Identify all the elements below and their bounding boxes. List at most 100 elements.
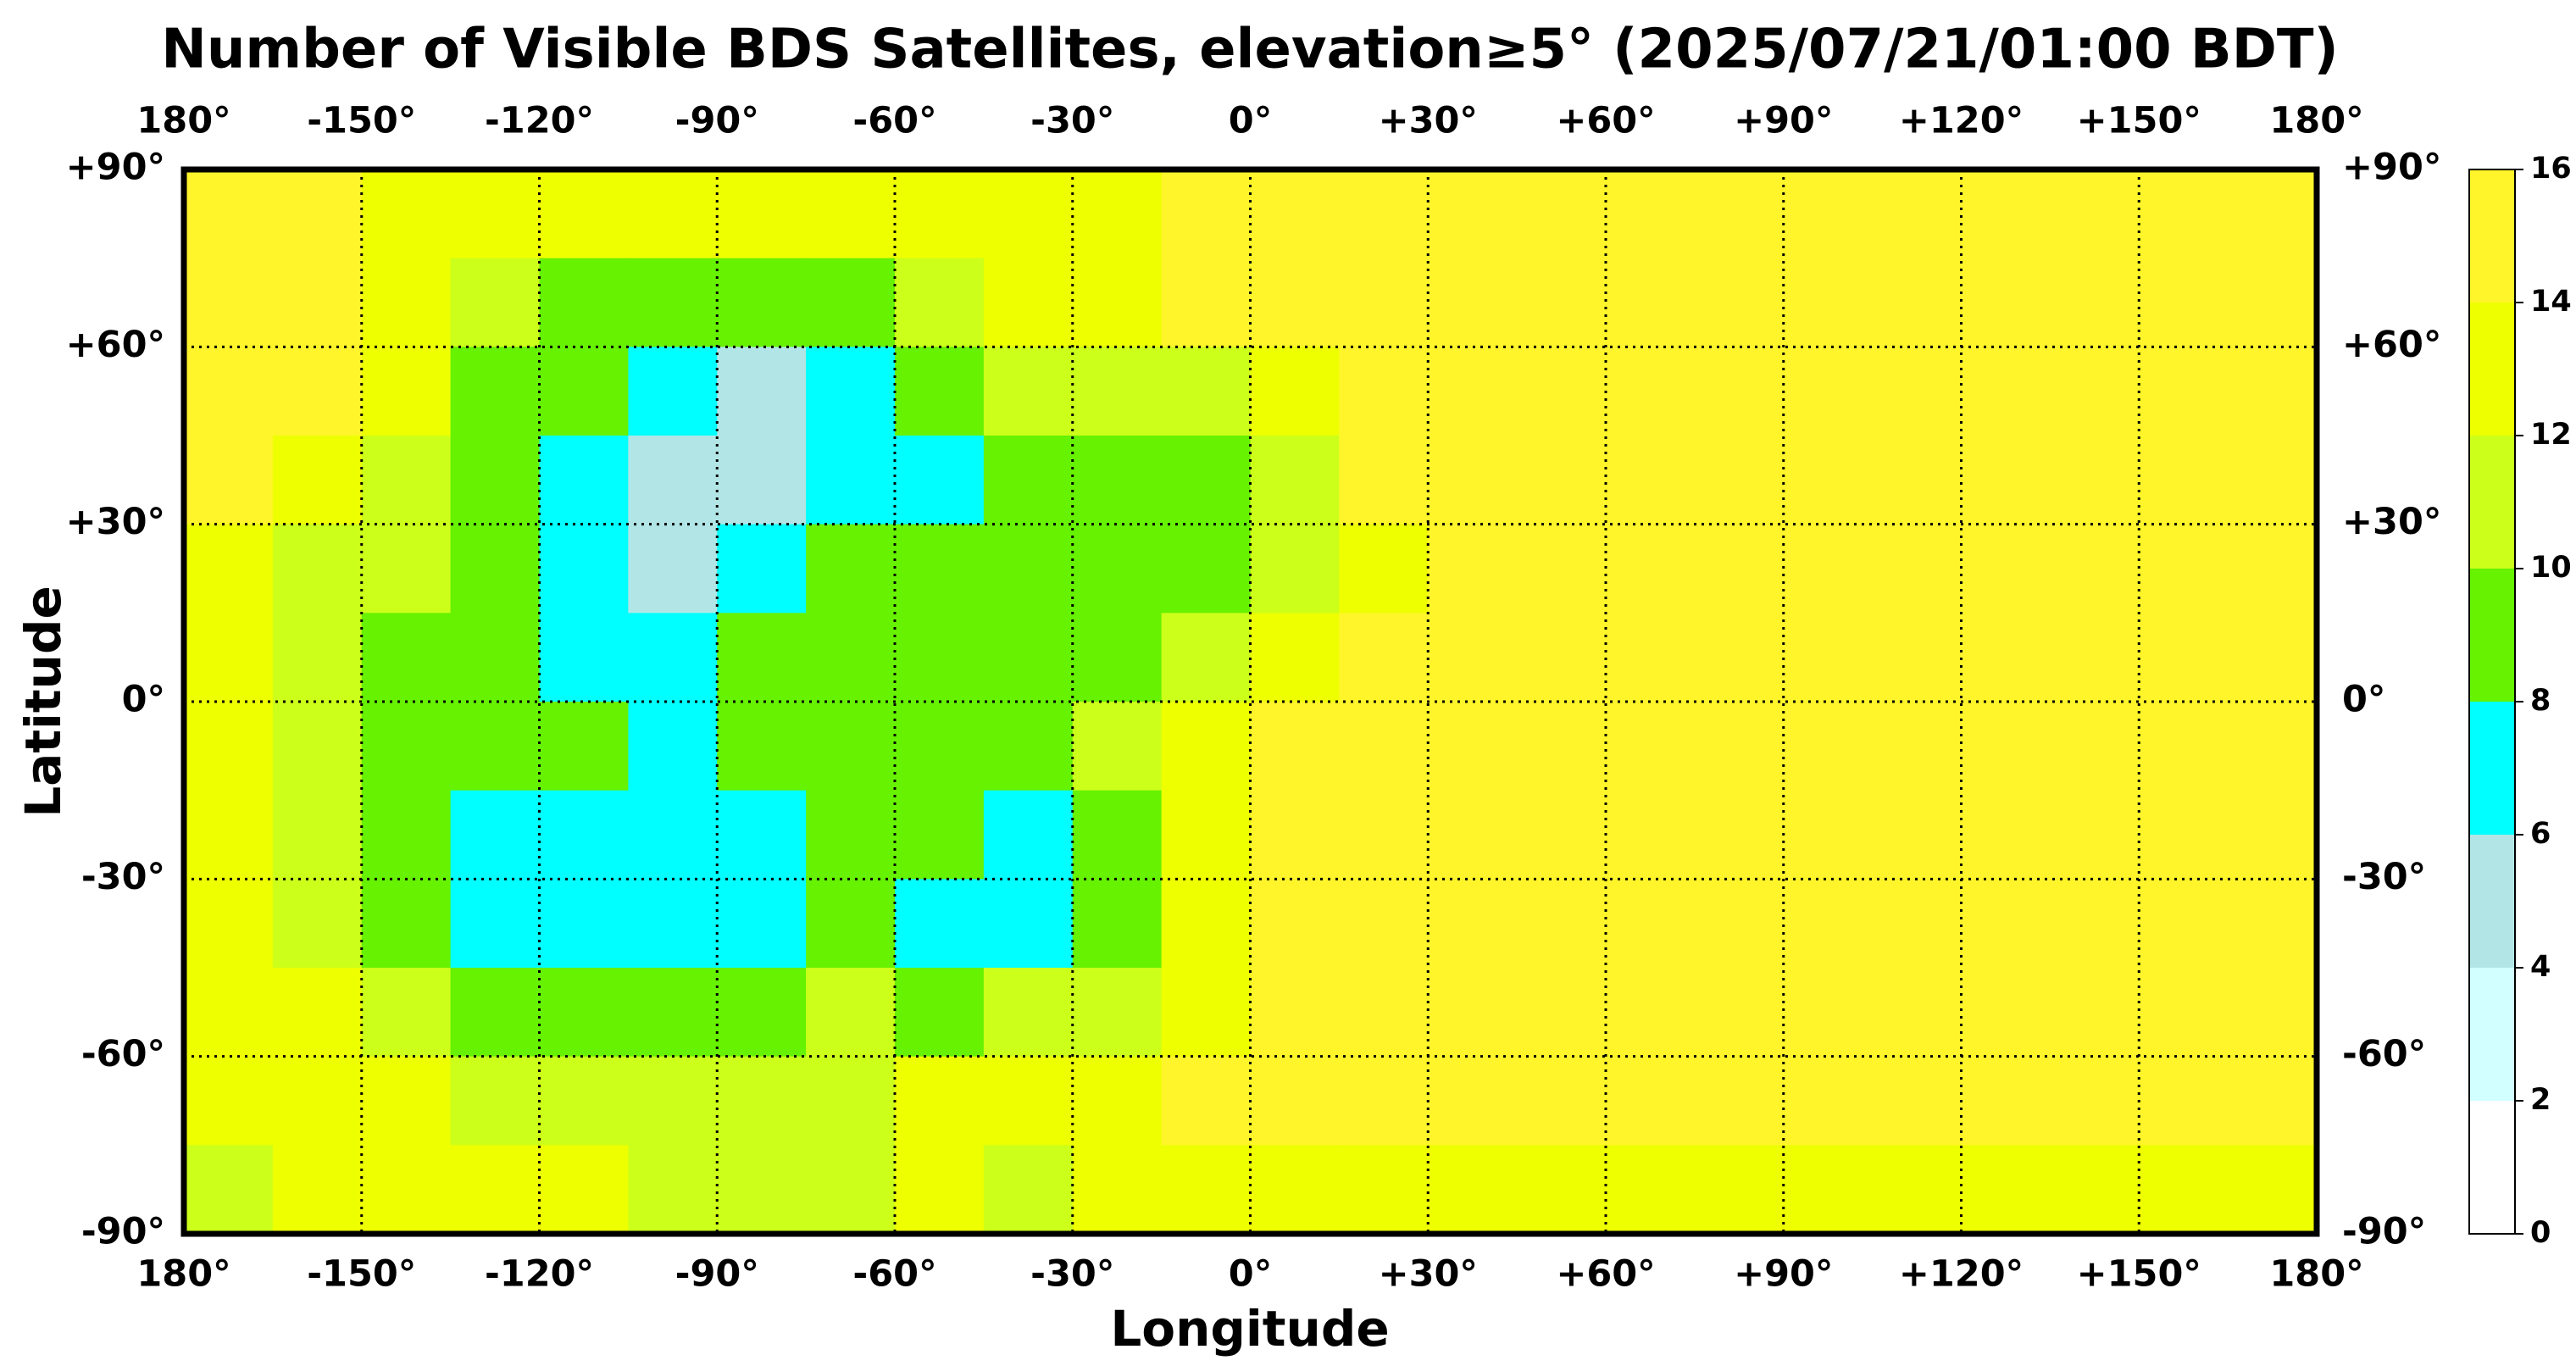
colorbar-tick-label: 8	[2530, 684, 2551, 718]
colorbar-segment	[2469, 436, 2515, 569]
cell	[806, 347, 896, 436]
x-tick-label: +30°	[1379, 100, 1478, 142]
cell	[450, 1056, 541, 1146]
cell	[2050, 702, 2140, 791]
cell	[450, 879, 541, 969]
cell	[1783, 524, 1874, 614]
y-tick-label: -90°	[2342, 1211, 2426, 1253]
x-axis-label: Longitude	[1110, 1300, 1389, 1358]
cell	[1517, 702, 1607, 791]
cell	[1872, 879, 1963, 969]
cell	[983, 347, 1074, 436]
cell	[1250, 169, 1340, 259]
cell	[1872, 258, 1963, 347]
x-tick-label: 0°	[1229, 1253, 1272, 1296]
cell	[983, 879, 1074, 969]
cell	[1517, 258, 1607, 347]
cell	[272, 613, 363, 702]
cell	[983, 1145, 1074, 1235]
cell	[2050, 879, 2140, 969]
cell	[1606, 1056, 1696, 1146]
x-tick-label: 180°	[2269, 100, 2363, 142]
cell	[1161, 790, 1252, 880]
cell	[1783, 1145, 1874, 1235]
cell	[628, 1056, 718, 1146]
cell	[1606, 968, 1696, 1058]
cell	[1783, 968, 1874, 1058]
cell	[1072, 968, 1163, 1058]
cell	[272, 879, 363, 969]
cell	[539, 968, 629, 1058]
cell	[184, 790, 274, 880]
cell	[1428, 347, 1518, 436]
x-tick-label: +90°	[1734, 1253, 1833, 1296]
cell	[1517, 1056, 1607, 1146]
y-axis-label: Latitude	[14, 586, 72, 818]
cell	[1428, 879, 1518, 969]
cell	[2050, 790, 2140, 880]
cell	[895, 524, 985, 614]
cell	[2139, 1145, 2229, 1235]
cell	[1072, 702, 1163, 791]
x-tick-label: +150°	[2077, 1253, 2201, 1296]
cell	[1872, 347, 1963, 436]
cell	[1783, 1056, 1874, 1146]
cell	[1339, 613, 1429, 702]
cell	[272, 1145, 363, 1235]
cell	[1339, 1145, 1429, 1235]
cell	[2228, 702, 2318, 791]
cell	[2050, 968, 2140, 1058]
colorbar-tick-label: 4	[2530, 950, 2551, 984]
chart-title: Number of Visible BDS Satellites, elevat…	[161, 19, 2338, 81]
cell	[1694, 879, 1785, 969]
cell	[717, 1056, 807, 1146]
cell	[1161, 613, 1252, 702]
cell	[2139, 524, 2229, 614]
cell	[2228, 790, 2318, 880]
y-tick-label: -90°	[81, 1211, 165, 1253]
cell	[1694, 968, 1785, 1058]
cell	[1872, 524, 1963, 614]
cell	[1961, 879, 2051, 969]
cell	[2228, 436, 2318, 525]
cell	[184, 702, 274, 791]
colorbar-segment	[2469, 569, 2515, 702]
cell	[1161, 258, 1252, 347]
cell	[1783, 347, 1874, 436]
cell	[895, 347, 985, 436]
x-tick-label: -60°	[852, 1253, 936, 1296]
cell	[539, 702, 629, 791]
x-tick-label: +60°	[1556, 100, 1655, 142]
cell	[806, 790, 896, 880]
cell	[1339, 968, 1429, 1058]
y-tick-label: 0°	[122, 679, 165, 721]
cell	[184, 879, 274, 969]
cell	[1072, 1145, 1163, 1235]
cell	[1783, 702, 1874, 791]
cell	[806, 258, 896, 347]
y-tick-label: -30°	[2342, 856, 2426, 898]
cell	[628, 258, 718, 347]
cell	[1161, 524, 1252, 614]
cell	[983, 968, 1074, 1058]
cell	[1339, 702, 1429, 791]
cell	[184, 1145, 274, 1235]
cell	[2139, 1056, 2229, 1146]
cell	[1872, 436, 1963, 525]
cell	[895, 790, 985, 880]
cell	[1606, 258, 1696, 347]
cell	[983, 1056, 1074, 1146]
colorbar-tick-label: 12	[2530, 418, 2572, 452]
cell	[1428, 613, 1518, 702]
cell	[1161, 1145, 1252, 1235]
cell	[2228, 347, 2318, 436]
cell	[450, 790, 541, 880]
cell	[895, 879, 985, 969]
cell	[1694, 524, 1785, 614]
x-tick-label: +60°	[1556, 1253, 1655, 1296]
cell	[2050, 1056, 2140, 1146]
cell	[717, 347, 807, 436]
colorbar-segment	[2469, 303, 2515, 436]
cell	[1872, 968, 1963, 1058]
